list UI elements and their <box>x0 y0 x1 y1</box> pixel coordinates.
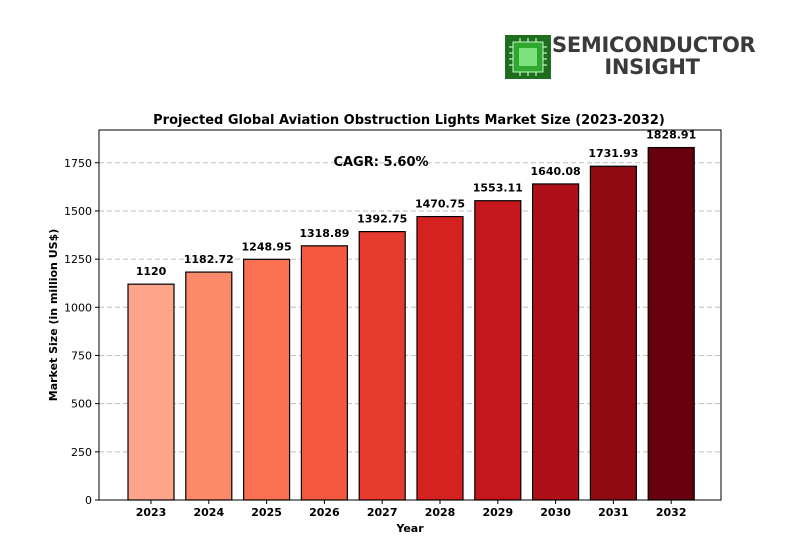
x-tick-label: 2032 <box>656 506 687 519</box>
bar-value-label: 1120 <box>136 265 167 278</box>
bar <box>474 200 522 501</box>
x-axis-label: Year <box>395 522 424 535</box>
y-tick-label: 750 <box>71 349 92 362</box>
chip-icon <box>505 35 551 79</box>
y-axis-ticks: 0 250 500 750 1000 1250 1500 1750 <box>64 157 99 507</box>
x-tick-label: 2031 <box>598 506 629 519</box>
logo-wordmark: SEMICONDUCTOR INSIGHT <box>552 33 756 79</box>
bars <box>127 146 695 501</box>
cagr-annotation: CAGR: 5.60% <box>333 155 428 170</box>
x-tick-label: 2024 <box>193 506 224 519</box>
x-tick-label: 2029 <box>482 506 513 519</box>
bar-value-label: 1248.95 <box>242 240 292 253</box>
y-tick-label: 500 <box>71 398 92 411</box>
bar-value-label: 1470.75 <box>415 198 465 211</box>
bar-value-label: 1182.72 <box>184 253 234 266</box>
x-axis-ticks: 2023 2024 2025 2026 2027 2028 2029 2030 2031 2032 <box>136 500 687 519</box>
y-tick-label: 250 <box>71 446 92 459</box>
bar-value-label: 1392.75 <box>357 213 407 226</box>
bar <box>647 146 695 501</box>
bar-value-label: 1640.08 <box>531 165 581 178</box>
y-tick-label: 1500 <box>64 205 92 218</box>
bar <box>127 283 175 501</box>
x-tick-label: 2026 <box>309 506 340 519</box>
bar <box>589 165 638 501</box>
bar-value-labels: 1120 1182.72 1248.95 1318.89 1392.75 1470.75 1… <box>136 129 697 279</box>
y-axis-label: Market Size (in million US$) <box>47 229 60 402</box>
bar <box>531 183 580 501</box>
bar-value-label: 1731.93 <box>588 147 638 160</box>
x-tick-label: 2025 <box>251 506 282 519</box>
x-tick-label: 2028 <box>425 506 456 519</box>
bar-value-label: 1828.91 <box>646 129 696 142</box>
bar <box>416 215 464 501</box>
x-tick-label: 2027 <box>367 506 398 519</box>
y-tick-label: 0 <box>85 494 92 507</box>
bar <box>358 231 406 501</box>
bar <box>185 271 233 501</box>
y-tick-label: 1750 <box>64 157 92 170</box>
y-tick-label: 1250 <box>64 253 92 266</box>
x-tick-label: 2030 <box>540 506 571 519</box>
bar-value-label: 1318.89 <box>299 227 349 240</box>
plot-frame <box>98 129 722 501</box>
bar <box>300 245 348 501</box>
logo-line-1: SEMICONDUCTOR <box>552 33 756 57</box>
bar <box>243 258 291 501</box>
x-tick-label: 2023 <box>136 506 167 519</box>
y-tick-label: 1000 <box>64 301 92 314</box>
logo-line-2: INSIGHT <box>604 55 700 79</box>
bar-value-label: 1553.11 <box>473 182 523 195</box>
chart-title: Projected Global Aviation Obstruction Li… <box>153 113 665 128</box>
company-logo <box>505 35 551 79</box>
